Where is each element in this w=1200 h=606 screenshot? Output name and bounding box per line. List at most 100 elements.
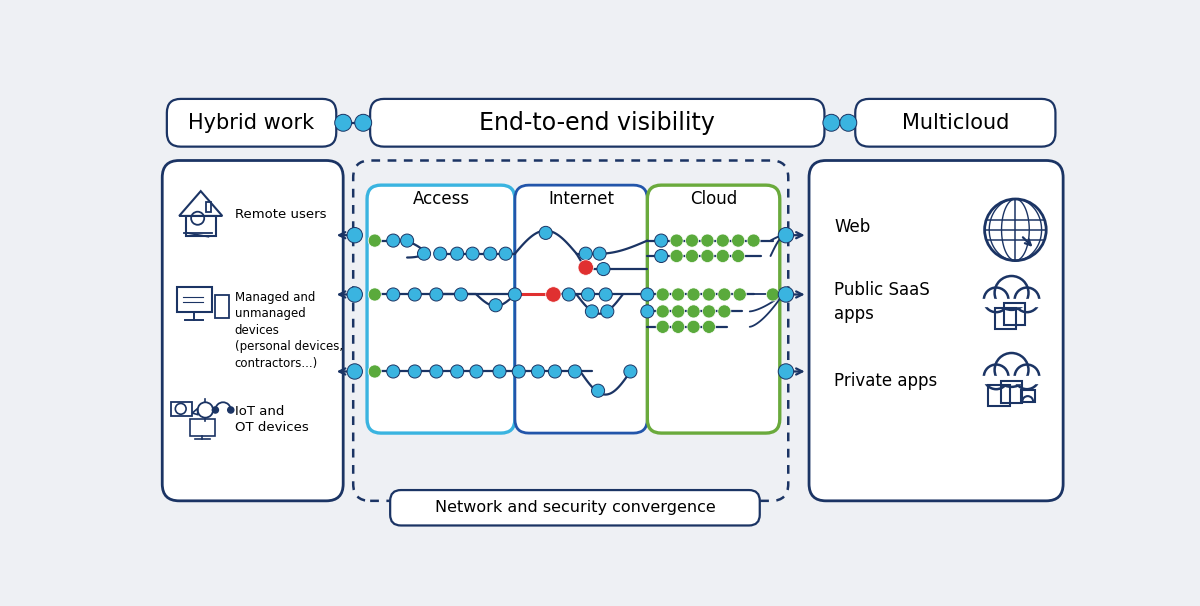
- Bar: [170, 402, 192, 416]
- Circle shape: [512, 365, 526, 378]
- Circle shape: [718, 305, 731, 318]
- Circle shape: [672, 321, 685, 333]
- Circle shape: [228, 407, 234, 413]
- Circle shape: [335, 115, 352, 132]
- Circle shape: [840, 115, 857, 132]
- Circle shape: [716, 234, 730, 247]
- FancyBboxPatch shape: [809, 161, 1063, 501]
- FancyBboxPatch shape: [515, 185, 647, 433]
- Text: IoT and
OT devices: IoT and OT devices: [235, 405, 308, 434]
- Circle shape: [779, 287, 793, 302]
- Bar: [1001, 382, 1022, 403]
- Bar: [1021, 390, 1034, 402]
- Circle shape: [401, 234, 414, 247]
- Circle shape: [592, 384, 605, 398]
- Circle shape: [655, 234, 667, 247]
- Text: Managed and
unmanaged
devices
(personal devices,
contractors...): Managed and unmanaged devices (personal …: [235, 291, 343, 370]
- Circle shape: [670, 234, 683, 247]
- Circle shape: [433, 247, 446, 260]
- Circle shape: [732, 234, 745, 247]
- Circle shape: [685, 234, 698, 247]
- FancyBboxPatch shape: [162, 161, 343, 501]
- Circle shape: [779, 364, 793, 379]
- Text: Hybrid work: Hybrid work: [188, 113, 314, 133]
- Circle shape: [779, 227, 793, 243]
- Circle shape: [430, 365, 443, 378]
- Circle shape: [701, 250, 714, 262]
- Bar: [995, 308, 1016, 329]
- Circle shape: [686, 288, 700, 301]
- Circle shape: [586, 305, 599, 318]
- Text: Access: Access: [413, 190, 469, 208]
- Circle shape: [686, 321, 700, 333]
- Circle shape: [347, 364, 362, 379]
- Circle shape: [466, 247, 479, 260]
- Circle shape: [655, 250, 667, 262]
- Circle shape: [499, 247, 512, 260]
- Circle shape: [701, 234, 714, 247]
- Circle shape: [386, 234, 400, 247]
- Circle shape: [685, 250, 698, 262]
- Circle shape: [767, 288, 779, 301]
- Circle shape: [732, 250, 745, 262]
- Circle shape: [656, 305, 670, 318]
- Bar: [176, 287, 211, 312]
- FancyBboxPatch shape: [856, 99, 1056, 147]
- Text: Private apps: Private apps: [834, 373, 937, 390]
- Circle shape: [686, 305, 700, 318]
- FancyBboxPatch shape: [367, 185, 515, 433]
- Circle shape: [368, 365, 382, 378]
- Circle shape: [347, 227, 362, 243]
- Bar: [989, 385, 1010, 406]
- Circle shape: [408, 288, 421, 301]
- Circle shape: [578, 260, 594, 275]
- Text: Public SaaS
apps: Public SaaS apps: [834, 281, 930, 323]
- Circle shape: [582, 288, 594, 301]
- Text: End-to-end visibility: End-to-end visibility: [479, 111, 715, 135]
- Circle shape: [672, 305, 685, 318]
- Text: Internet: Internet: [548, 190, 614, 208]
- Circle shape: [451, 247, 463, 260]
- Circle shape: [470, 365, 482, 378]
- Circle shape: [212, 407, 218, 413]
- FancyBboxPatch shape: [167, 99, 336, 147]
- Circle shape: [656, 288, 670, 301]
- FancyBboxPatch shape: [390, 490, 760, 525]
- Circle shape: [580, 247, 593, 260]
- Circle shape: [718, 288, 731, 301]
- Circle shape: [569, 365, 582, 378]
- Text: Remote users: Remote users: [235, 208, 326, 221]
- Circle shape: [702, 321, 715, 333]
- Circle shape: [548, 365, 562, 378]
- Circle shape: [430, 288, 443, 301]
- Text: Multicloud: Multicloud: [901, 113, 1009, 133]
- Circle shape: [386, 288, 400, 301]
- Circle shape: [599, 288, 612, 301]
- Circle shape: [368, 234, 382, 247]
- Circle shape: [490, 299, 502, 312]
- FancyBboxPatch shape: [647, 185, 780, 433]
- Bar: [190, 419, 215, 436]
- Circle shape: [601, 305, 614, 318]
- Circle shape: [532, 365, 545, 378]
- Circle shape: [493, 365, 506, 378]
- Circle shape: [702, 288, 715, 301]
- Circle shape: [748, 234, 760, 247]
- Circle shape: [670, 250, 683, 262]
- Circle shape: [451, 365, 463, 378]
- Circle shape: [455, 288, 468, 301]
- Bar: [1004, 303, 1026, 324]
- Circle shape: [733, 288, 746, 301]
- Circle shape: [368, 288, 382, 301]
- Circle shape: [484, 247, 497, 260]
- Circle shape: [563, 288, 575, 301]
- Circle shape: [641, 288, 654, 301]
- Circle shape: [672, 288, 685, 301]
- Circle shape: [823, 115, 840, 132]
- Circle shape: [539, 226, 552, 239]
- Circle shape: [408, 365, 421, 378]
- Circle shape: [546, 287, 562, 302]
- Text: Cloud: Cloud: [690, 190, 737, 208]
- Bar: [206, 202, 211, 211]
- Circle shape: [596, 262, 610, 276]
